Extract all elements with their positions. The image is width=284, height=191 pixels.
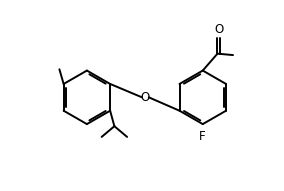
Text: O: O bbox=[141, 91, 150, 104]
Text: F: F bbox=[199, 130, 206, 143]
Text: O: O bbox=[214, 23, 224, 36]
